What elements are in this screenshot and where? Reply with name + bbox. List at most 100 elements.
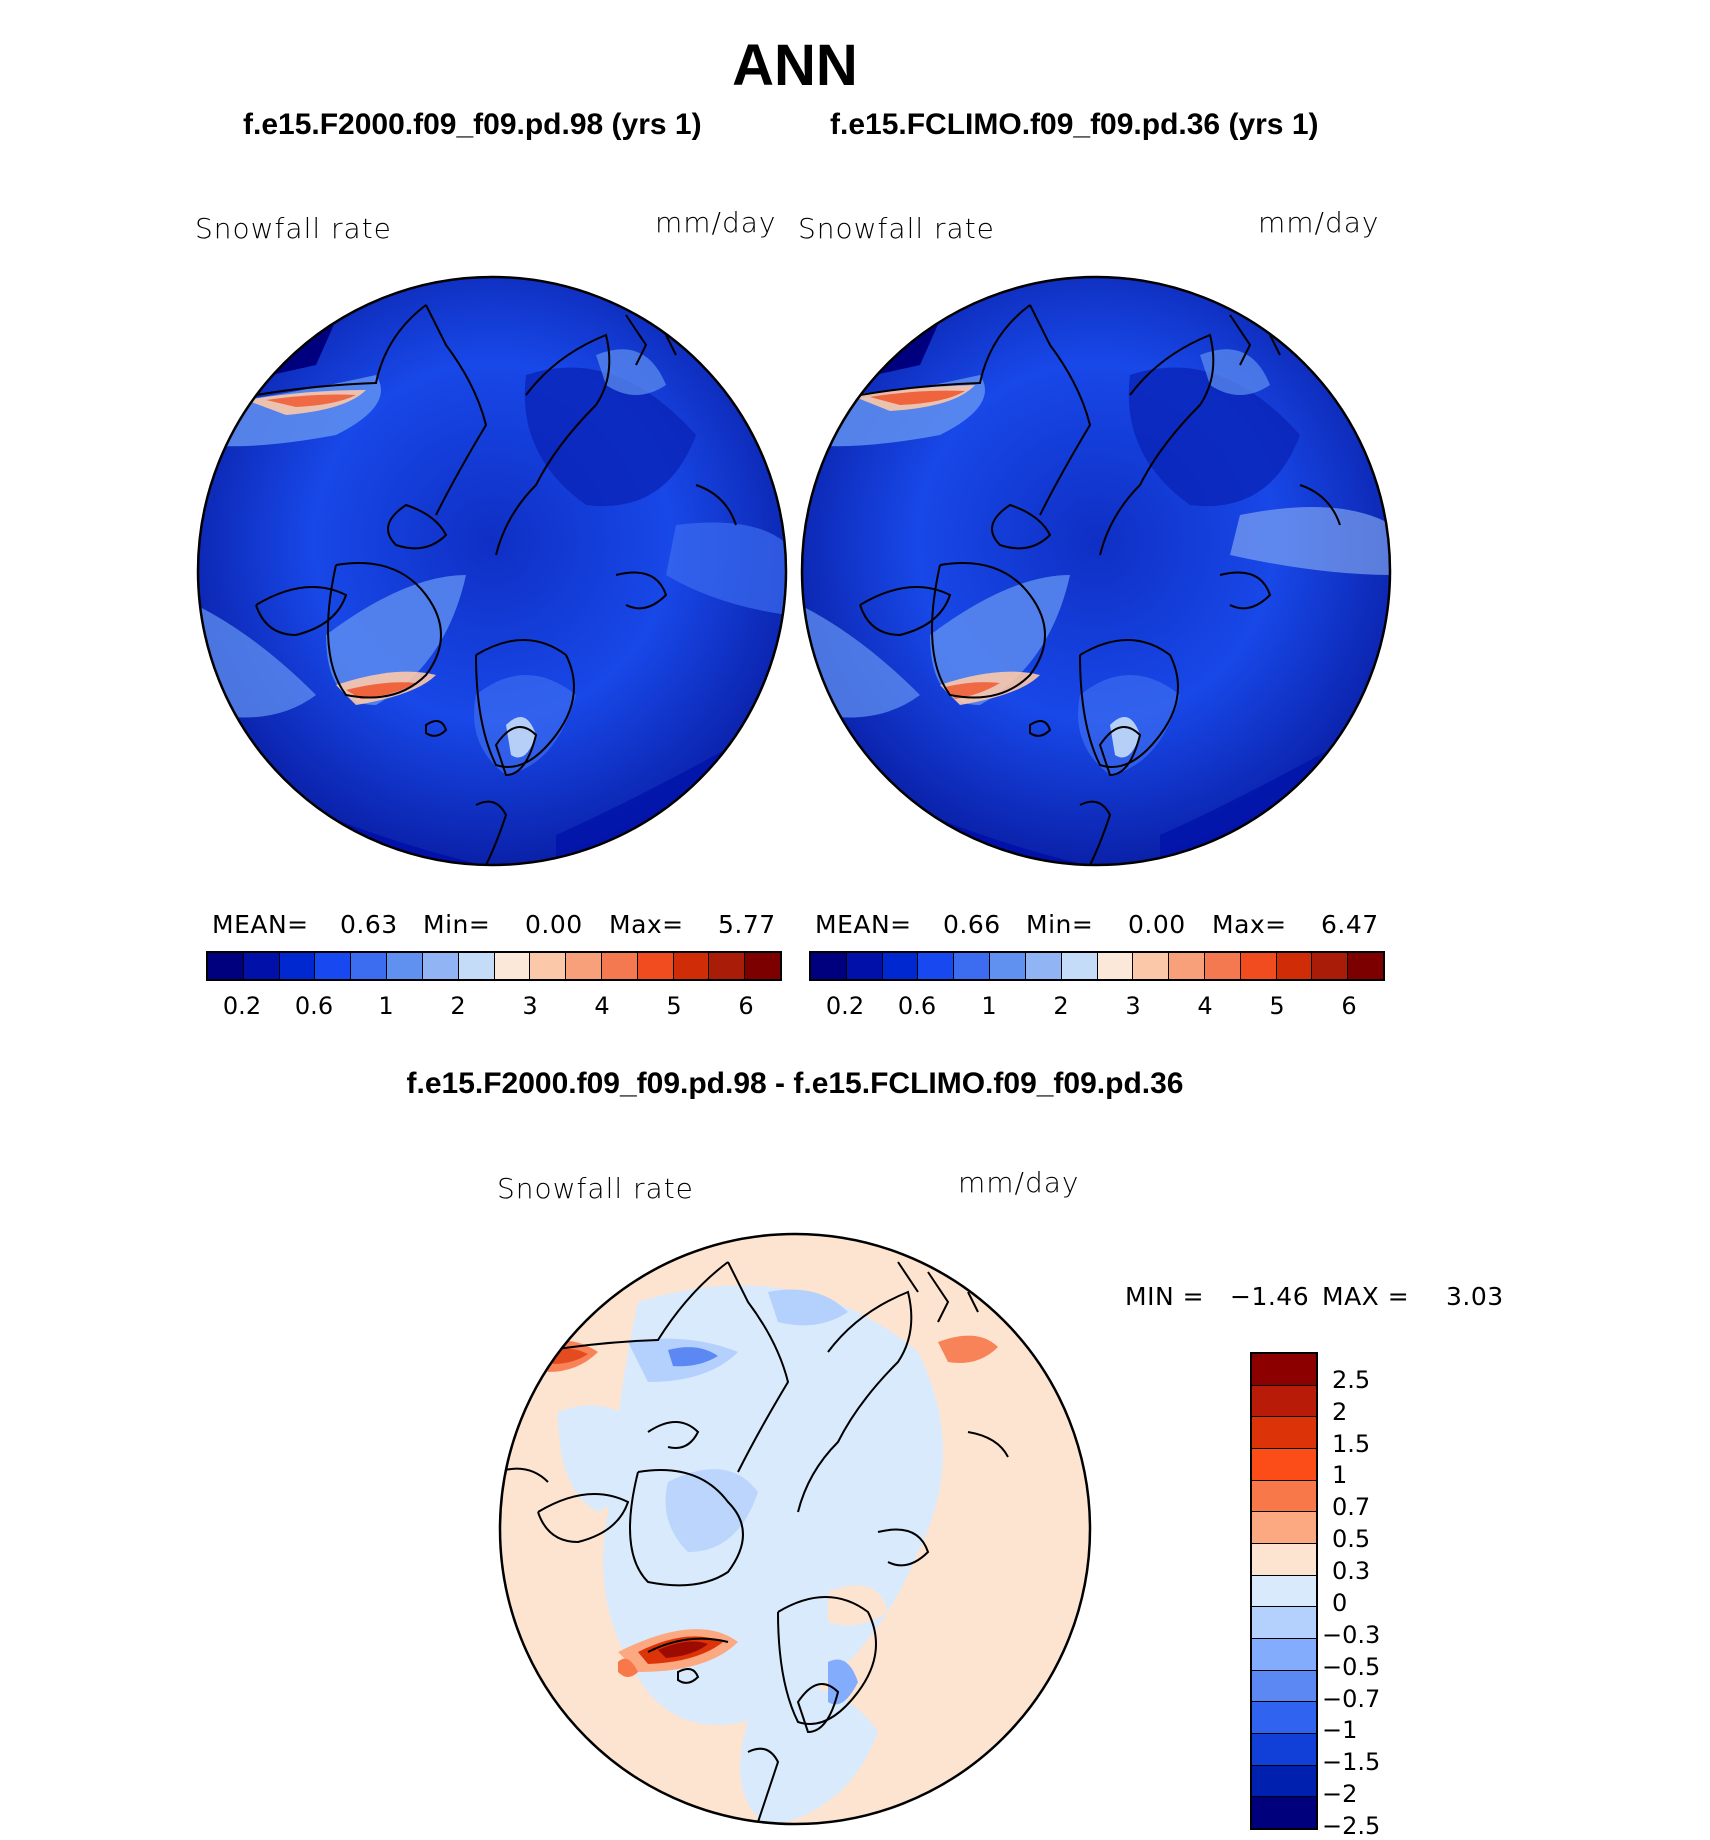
diff-colorbar xyxy=(1250,1352,1318,1830)
panel-2-max-label: Max= xyxy=(1212,910,1287,939)
panel-2-min-value: 0.00 xyxy=(1128,910,1186,939)
diff-colorbar-tick-label: −0.5 xyxy=(1322,1652,1381,1681)
colorbar-swatch xyxy=(243,953,280,979)
panel-1-colorbar xyxy=(206,951,782,981)
colorbar-swatch xyxy=(1312,953,1349,979)
diff-variable-label: Snowfall rate xyxy=(497,1172,694,1205)
panel-2-colorbar-ticks: 0.2 0.6 1 2 3 4 5 6 xyxy=(809,992,1385,1022)
diff-units: mm/day xyxy=(958,1166,1080,1199)
panel-1-units: mm/day xyxy=(655,206,777,239)
diff-colorbar-tick-label: −0.7 xyxy=(1322,1684,1381,1713)
panel-2-max-value: 6.47 xyxy=(1321,910,1379,939)
diff-colorbar-swatch xyxy=(1252,1797,1316,1829)
colorbar-tick-label: 4 xyxy=(594,992,610,1020)
diff-colorbar-swatch xyxy=(1252,1575,1316,1608)
panel-2-mean-label: MEAN= xyxy=(815,910,912,939)
diff-min-value: −1.46 xyxy=(1230,1282,1310,1311)
colorbar-swatch xyxy=(673,953,710,979)
diff-colorbar-swatch xyxy=(1252,1512,1316,1545)
colorbar-swatch xyxy=(315,953,352,979)
panel-1-case-title: f.e15.F2000.f09_f09.pd.98 (yrs 1) xyxy=(243,108,702,141)
colorbar-tick-label: 0.6 xyxy=(897,992,937,1020)
colorbar-tick-label: 1 xyxy=(378,992,394,1020)
panel-1-max-label: Max= xyxy=(609,910,684,939)
colorbar-swatch xyxy=(566,953,602,979)
diff-max-value: 3.03 xyxy=(1446,1282,1504,1311)
colorbar-swatch xyxy=(1169,953,1205,979)
colorbar-swatch xyxy=(745,953,780,979)
colorbar-swatch xyxy=(918,953,955,979)
diff-colorbar-swatch xyxy=(1252,1354,1316,1386)
colorbar-swatch xyxy=(458,953,495,979)
colorbar-tick-label: 6 xyxy=(1341,992,1357,1020)
panel-1-mean-label: MEAN= xyxy=(212,910,309,939)
colorbar-swatch xyxy=(637,953,674,979)
panel-2-mean-value: 0.66 xyxy=(943,910,1001,939)
panel-1-colorbar-ticks: 0.2 0.6 1 2 3 4 5 6 xyxy=(206,992,782,1022)
diff-colorbar-swatch xyxy=(1252,1480,1316,1513)
colorbar-swatch xyxy=(1204,953,1241,979)
figure-title: ANN xyxy=(732,33,858,98)
colorbar-tick-label: 2 xyxy=(1053,992,1069,1020)
diff-colorbar-ticks: 2.5 2 1.5 1 0.7 0.5 0.3 0 −0.3 −0.5 −0.7 −1 −1.5 −2 −2… xyxy=(1322,1352,1448,1840)
colorbar-swatch xyxy=(1133,953,1170,979)
colorbar-tick-label: 3 xyxy=(1125,992,1141,1020)
diff-min-label: MIN = xyxy=(1125,1282,1205,1311)
panel-2-variable-label: Snowfall rate xyxy=(798,212,995,245)
panel-1-variable-label: Snowfall rate xyxy=(195,212,392,245)
diff-colorbar-tick-label: −2.5 xyxy=(1322,1812,1381,1840)
colorbar-swatch xyxy=(882,953,919,979)
diff-colorbar-swatch xyxy=(1252,1544,1316,1576)
colorbar-tick-label: 1 xyxy=(981,992,997,1020)
colorbar-swatch xyxy=(530,953,567,979)
colorbar-swatch xyxy=(494,953,531,979)
colorbar-tick-label: 0.2 xyxy=(222,992,262,1020)
diff-colorbar-tick-label: −0.3 xyxy=(1322,1620,1381,1649)
diff-colorbar-tick-label: 1 xyxy=(1332,1461,1348,1490)
diff-title: f.e15.F2000.f09_f09.pd.98 - f.e15.FCLIMO… xyxy=(406,1067,1184,1100)
colorbar-tick-label: 2 xyxy=(450,992,466,1020)
colorbar-swatch xyxy=(846,953,883,979)
diff-colorbar-swatch xyxy=(1252,1765,1316,1798)
colorbar-swatch xyxy=(1348,953,1383,979)
diff-colorbar-tick-label: 0 xyxy=(1332,1588,1348,1617)
diff-colorbar-swatch xyxy=(1252,1385,1316,1418)
colorbar-tick-label: 4 xyxy=(1197,992,1213,1020)
panel-2-min-label: Min= xyxy=(1026,910,1094,939)
panel-1-map xyxy=(196,275,788,867)
panel-1-mean-value: 0.63 xyxy=(340,910,398,939)
colorbar-swatch xyxy=(422,953,459,979)
diff-colorbar-tick-label: 2.5 xyxy=(1332,1365,1371,1394)
diff-colorbar-tick-label: 0.3 xyxy=(1332,1557,1371,1586)
diff-colorbar-swatch xyxy=(1252,1702,1316,1735)
colorbar-swatch xyxy=(279,953,316,979)
diff-colorbar-swatch xyxy=(1252,1607,1316,1640)
diff-colorbar-tick-label: −1.5 xyxy=(1322,1748,1381,1777)
colorbar-tick-label: 5 xyxy=(666,992,682,1020)
panel-2-units: mm/day xyxy=(1258,206,1380,239)
colorbar-swatch xyxy=(990,953,1026,979)
panel-2-colorbar xyxy=(809,951,1385,981)
colorbar-swatch xyxy=(811,953,847,979)
diff-colorbar-tick-label: 0.5 xyxy=(1332,1525,1371,1554)
diff-colorbar-tick-label: 2 xyxy=(1332,1397,1348,1426)
diff-colorbar-swatch xyxy=(1252,1670,1316,1703)
colorbar-tick-label: 5 xyxy=(1269,992,1285,1020)
colorbar-swatch xyxy=(387,953,423,979)
colorbar-swatch xyxy=(1097,953,1134,979)
diff-map xyxy=(498,1232,1092,1826)
diff-colorbar-swatch xyxy=(1252,1417,1316,1450)
colorbar-tick-label: 3 xyxy=(522,992,538,1020)
diff-colorbar-tick-label: 1.5 xyxy=(1332,1429,1371,1458)
panel-2-case-title: f.e15.FCLIMO.f09_f09.pd.36 (yrs 1) xyxy=(830,108,1319,141)
panel-1-max-value: 5.77 xyxy=(718,910,776,939)
colorbar-swatch xyxy=(601,953,638,979)
colorbar-tick-label: 0.2 xyxy=(825,992,865,1020)
colorbar-swatch xyxy=(208,953,244,979)
diff-colorbar-swatch xyxy=(1252,1449,1316,1481)
diff-colorbar-swatch xyxy=(1252,1734,1316,1766)
panel-1-min-label: Min= xyxy=(423,910,491,939)
diff-colorbar-tick-label: 0.7 xyxy=(1332,1493,1371,1522)
diff-max-label: MAX = xyxy=(1322,1282,1410,1311)
panel-2-map xyxy=(800,275,1392,867)
